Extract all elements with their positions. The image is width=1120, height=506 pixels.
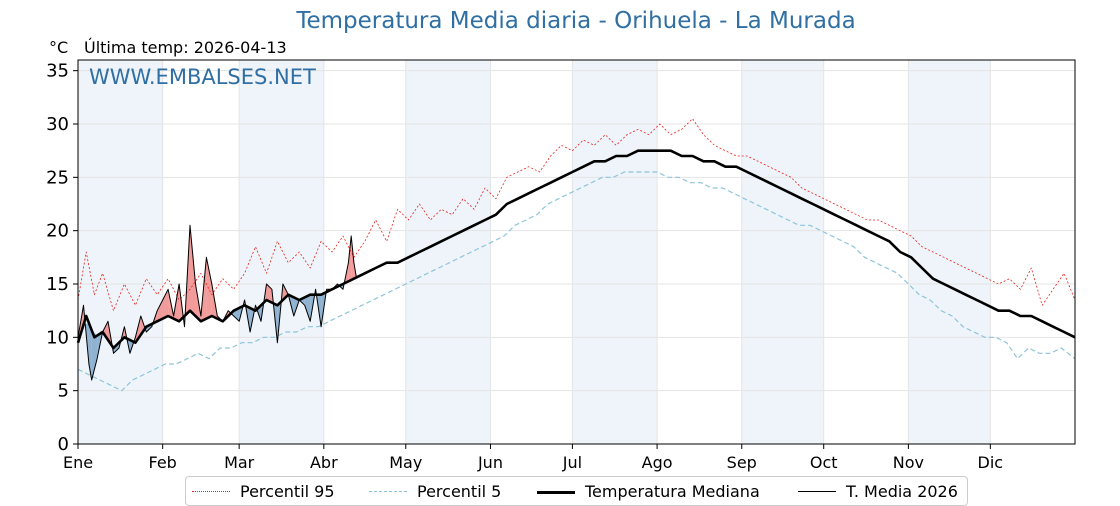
x-tick-label: Nov [893,453,924,472]
legend-label: Percentil 5 [417,482,501,501]
y-tick-label: 25 [46,167,69,188]
legend-label: T. Media 2026 [846,482,958,501]
x-tick-label: Jun [477,453,503,472]
x-tick-label: Sep [727,453,757,472]
y-tick-label: 15 [46,274,69,295]
chart-area: 0 5 10 15 20 25 30 35 Ene Feb Mar Abr May Jun Jul Ago Se… [0,0,1120,476]
above-median-fill [206,257,211,318]
x-tick-label: Mar [224,453,255,472]
x-tick-label: Feb [149,453,177,472]
x-tick-label: May [389,453,422,472]
y-tick-label: 30 [46,114,69,135]
legend-swatch-p5 [369,491,407,492]
month-band [742,60,824,444]
y-tick-label: 0 [58,434,69,455]
legend-label: Temperatura Mediana [585,482,760,501]
x-tick-label: Ago [642,453,673,472]
y-tick-label: 5 [58,381,69,402]
x-tick-label: Ene [63,453,93,472]
month-band [908,60,990,444]
legend-swatch-p95 [192,491,230,492]
month-band [239,60,324,444]
y-tick-label: 10 [46,327,69,348]
y-tick-label: 35 [46,61,69,82]
legend-swatch-median [537,491,575,494]
month-band [572,60,657,444]
x-tick-label: Abr [310,453,338,472]
legend-swatch-current [798,491,836,492]
y-tick-label: 20 [46,221,69,242]
x-tick-label: Dic [978,453,1004,472]
legend: Percentil 95 Percentil 5 Temperatura Media… [185,476,968,506]
x-tick-label: Oct [810,453,838,472]
month-band [78,60,163,444]
legend-label: Percentil 95 [240,482,335,501]
watermark: WWW.EMBALSES.NET [89,65,316,89]
x-tick-label: Jul [562,453,582,472]
